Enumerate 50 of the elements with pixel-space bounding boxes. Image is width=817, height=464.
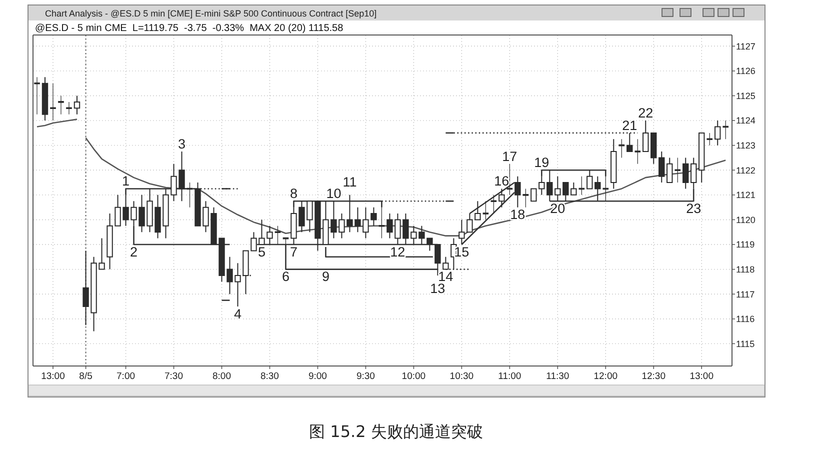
x-tick-label: 10:30	[450, 371, 474, 382]
y-tick-label: 1125	[736, 90, 756, 101]
annotation: 16	[494, 174, 510, 189]
caption: 图 15.2 失败的通道突破	[309, 422, 483, 441]
annotation: 3	[178, 136, 186, 152]
x-tick-label: 11:00	[498, 371, 522, 382]
y-tick-label: 1117	[736, 289, 755, 300]
y-tick-label: 1118	[736, 264, 755, 275]
annotation: 17	[502, 148, 518, 164]
y-tick-label: 1115	[736, 338, 755, 349]
x-tick-label: 13:00	[41, 371, 65, 382]
chart-subtitle: @ES.D - 5 min CME L=1119.75 -3.75 -0.33% MAX 20 (20) 1115.58	[35, 23, 344, 34]
y-tick-label: 1120	[736, 214, 756, 225]
x-tick-label: 7:30	[164, 371, 184, 382]
annotation: 22	[638, 106, 654, 121]
x-tick-label: 9:00	[308, 371, 327, 382]
annotation: 19	[534, 155, 550, 170]
chart-title: Chart Analysis - @ES.D 5 min [CME] E-mini S&P 500 Continuous Contract [Sep10]	[45, 8, 377, 18]
y-tick-label: 1116	[736, 314, 755, 324]
y-tick-label: 1126	[736, 66, 756, 76]
annotation: 12	[390, 244, 406, 260]
annotation: 9	[322, 269, 330, 284]
y-tick-label: 1121	[736, 190, 756, 200]
x-tick-label: 7:00	[116, 371, 136, 382]
x-tick-label: 12:00	[594, 371, 618, 382]
x-tick-label: 8/5	[79, 371, 92, 382]
x-tick-label: 8:00	[212, 371, 231, 382]
annotation: 5	[258, 244, 266, 260]
x-tick-label: 11:30	[546, 371, 570, 382]
x-tick-label: 10:00	[402, 371, 426, 382]
annotation: 23	[686, 200, 702, 216]
x-tick-label: 13:00	[690, 371, 714, 382]
annotation: 11	[342, 174, 357, 190]
x-tick-label: 9:30	[356, 371, 375, 382]
y-tick-label: 1124	[736, 116, 756, 126]
y-tick-label: 1127	[736, 41, 756, 52]
x-tick-label: 8:30	[260, 371, 279, 382]
annotation: 1	[122, 174, 130, 189]
y-tick-label: 1122	[736, 165, 756, 176]
annotation: 18	[510, 207, 526, 222]
annotation: 8	[290, 186, 298, 202]
annotation: 2	[130, 244, 138, 260]
y-tick-label: 1119	[736, 240, 755, 250]
annotation: 6	[282, 269, 290, 284]
annotation: 10	[326, 186, 342, 202]
y-tick-label: 1123	[736, 140, 756, 151]
annotation: 21	[622, 118, 638, 133]
annotation: 7	[290, 244, 298, 260]
annotation: 4	[234, 306, 242, 322]
x-tick-label: 12:30	[642, 371, 666, 382]
